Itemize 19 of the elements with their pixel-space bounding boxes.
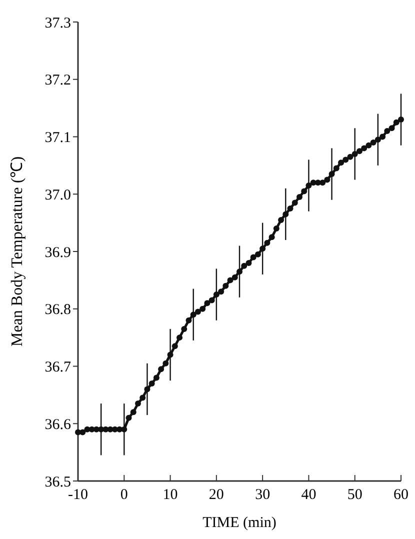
x-axis-title: TIME (min) — [202, 515, 276, 531]
x-tick-label: 50 — [347, 487, 362, 503]
x-tick-label: 20 — [208, 487, 224, 503]
y-tick-label: 37.1 — [44, 130, 71, 146]
x-tick-label: 40 — [301, 487, 316, 503]
y-tick-label: 36.6 — [44, 416, 72, 433]
y-tick-label: 37.3 — [44, 15, 71, 32]
y-tick-label: 36.9 — [44, 244, 71, 261]
y-axis-title: Mean Body Temperature (℃) — [9, 156, 26, 347]
x-tick-label: 30 — [255, 487, 270, 503]
x-tick-label: 60 — [394, 487, 408, 503]
x-tick-label: 0 — [120, 487, 128, 503]
y-tick-label: 37.2 — [44, 72, 71, 89]
y-tick-label: 36.8 — [44, 302, 71, 318]
y-tick-label: 36.5 — [44, 474, 71, 490]
y-tick-label: 37.0 — [44, 187, 71, 204]
x-tick-label: 10 — [162, 487, 178, 503]
y-tick-label: 36.7 — [44, 360, 72, 376]
x-tick-label: -10 — [68, 487, 88, 503]
